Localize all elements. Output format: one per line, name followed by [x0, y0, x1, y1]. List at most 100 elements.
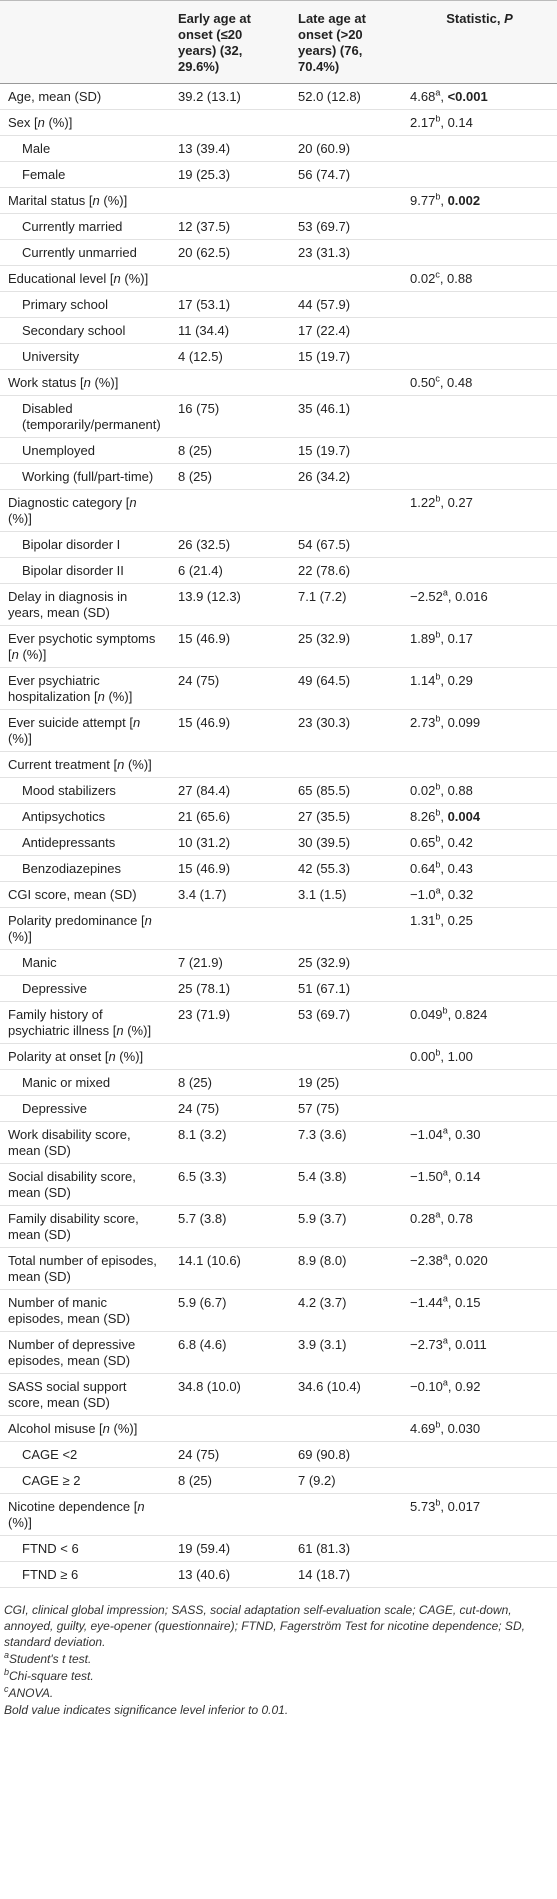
- section-row: Marital status [n (%)] 9.77b0.002: [0, 187, 557, 214]
- note-text: Chi-square test.: [9, 1669, 94, 1683]
- section-row: Current treatment [n (%)]: [0, 751, 557, 778]
- p-value: 0.14: [448, 1169, 481, 1184]
- stat-note: b: [435, 911, 441, 922]
- stat-note: b: [435, 807, 441, 818]
- early-value: [170, 907, 290, 950]
- header-stat-text: Statistic,: [446, 11, 501, 26]
- stat-note: b: [435, 629, 441, 640]
- late-value: 53 (69.7): [290, 1001, 402, 1044]
- p-value: 0.004: [440, 809, 480, 824]
- early-value: 21 (65.6): [170, 803, 290, 830]
- stat-value: −0.10: [410, 1378, 443, 1394]
- late-value: 15 (19.7): [290, 343, 402, 370]
- late-value: 14 (18.7): [290, 1561, 402, 1588]
- row-label: Unemployed: [0, 437, 170, 464]
- stat-note: a: [442, 1125, 448, 1136]
- early-value: 6.8 (4.6): [170, 1331, 290, 1374]
- p-value: 0.78: [440, 1211, 473, 1226]
- late-value: 8.9 (8.0): [290, 1247, 402, 1290]
- early-value: 8 (25): [170, 437, 290, 464]
- late-value: 34.6 (10.4): [290, 1373, 402, 1416]
- early-value: 16 (75): [170, 395, 290, 438]
- early-value: 14.1 (10.6): [170, 1247, 290, 1290]
- stat-note: c: [435, 373, 440, 384]
- late-value: 56 (74.7): [290, 161, 402, 188]
- statistic: [402, 437, 557, 464]
- statistic: 0.02b0.88: [402, 777, 557, 804]
- late-value: 19 (25): [290, 1069, 402, 1096]
- statistic: −1.0a0.32: [402, 881, 557, 908]
- late-value: [290, 1493, 402, 1536]
- early-value: 27 (84.4): [170, 777, 290, 804]
- row-label: CAGE <2: [0, 1441, 170, 1468]
- row-label: Marital status [n (%)]: [0, 187, 170, 214]
- stat-value: −1.0: [410, 886, 436, 902]
- p-value: <0.001: [440, 89, 487, 104]
- row-label: FTND < 6: [0, 1535, 170, 1562]
- stat-value: 0.02: [410, 270, 436, 286]
- row-label: Diagnostic category [n (%)]: [0, 489, 170, 532]
- statistic: [402, 291, 557, 318]
- section-row: Work disability score, mean (SD) 8.1 (3.2…: [0, 1121, 557, 1164]
- late-value: [290, 1043, 402, 1070]
- section-row: Total number of episodes, mean (SD) 14.1 …: [0, 1247, 557, 1290]
- row-label: Sex [n (%)]: [0, 109, 170, 136]
- stat-value: 0.50: [410, 374, 436, 390]
- table-header: Early age at onset (≤20 years) (32, 29.6…: [0, 0, 557, 84]
- statistic: −2.73a0.011: [402, 1331, 557, 1374]
- stat-note: b: [435, 1047, 441, 1058]
- section-row: Family history of psychiatric illness [n…: [0, 1001, 557, 1044]
- section-row: Sex [n (%)] 2.17b0.14: [0, 109, 557, 136]
- row-label: SASS social support score, mean (SD): [0, 1373, 170, 1416]
- sub-row: Working (full/part-time) 8 (25) 26 (34.2): [0, 463, 557, 490]
- statistic: 0.02c0.88: [402, 265, 557, 292]
- sub-row: Bipolar disorder II 6 (21.4) 22 (78.6): [0, 557, 557, 584]
- p-value: 0.099: [440, 715, 480, 730]
- early-value: 24 (75): [170, 1095, 290, 1122]
- stat-note: b: [435, 671, 441, 682]
- early-value: 5.9 (6.7): [170, 1289, 290, 1332]
- early-value: [170, 1043, 290, 1070]
- stat-note: a: [442, 1335, 448, 1346]
- late-value: 22 (78.6): [290, 557, 402, 584]
- stat-value: 1.31: [410, 912, 436, 928]
- early-value: [170, 187, 290, 214]
- sub-row: Currently unmarried 20 (62.5) 23 (31.3): [0, 239, 557, 266]
- stat-note: b: [435, 781, 441, 792]
- stat-note: b: [435, 859, 441, 870]
- p-value: 0.002: [440, 193, 480, 208]
- early-value: 15 (46.9): [170, 709, 290, 752]
- section-row: Educational level [n (%)] 0.02c0.88: [0, 265, 557, 292]
- statistic: 0.64b0.43: [402, 855, 557, 882]
- sub-row: Primary school 17 (53.1) 44 (57.9): [0, 291, 557, 318]
- late-value: 25 (32.9): [290, 949, 402, 976]
- section-row: Number of depressive episodes, mean (SD)…: [0, 1331, 557, 1374]
- late-value: 27 (35.5): [290, 803, 402, 830]
- late-value: 42 (55.3): [290, 855, 402, 882]
- p-value: 0.016: [448, 589, 488, 604]
- row-label: Work status [n (%)]: [0, 369, 170, 396]
- statistic: [402, 395, 557, 438]
- stat-note: a: [435, 87, 441, 98]
- early-value: 13.9 (12.3): [170, 583, 290, 626]
- header-statistic: Statistic, P: [402, 0, 557, 84]
- late-value: 7 (9.2): [290, 1467, 402, 1494]
- statistic: 0.65b0.42: [402, 829, 557, 856]
- stat-note: a: [442, 1167, 448, 1178]
- row-label: Family history of psychiatric illness [n…: [0, 1001, 170, 1044]
- early-value: 11 (34.4): [170, 317, 290, 344]
- p-value: 0.42: [440, 835, 473, 850]
- stat-value: 4.68: [410, 88, 436, 104]
- late-value: [290, 369, 402, 396]
- statistic: [402, 317, 557, 344]
- row-label: Alcohol misuse [n (%)]: [0, 1415, 170, 1442]
- statistic: 1.14b0.29: [402, 667, 557, 710]
- late-value: 7.1 (7.2): [290, 583, 402, 626]
- note: aStudent's t test.: [4, 1651, 553, 1667]
- row-label: Antidepressants: [0, 829, 170, 856]
- stat-value: 1.22: [410, 494, 436, 510]
- row-label: CAGE ≥ 2: [0, 1467, 170, 1494]
